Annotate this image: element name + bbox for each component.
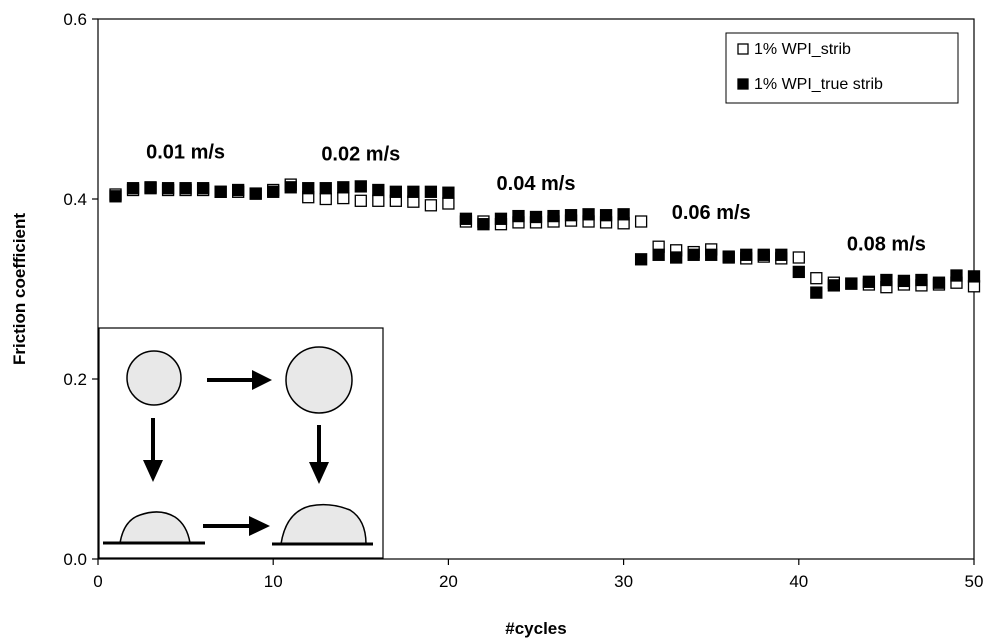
strib-point <box>634 215 648 228</box>
true-strib-point <box>862 275 876 288</box>
true-strib-point <box>424 185 438 198</box>
small-sphere-icon <box>126 350 182 406</box>
small-droplet-icon <box>103 511 205 545</box>
speed-label: 0.01 m/s <box>146 142 225 164</box>
arrow-right-icon-top <box>207 370 272 390</box>
strib-point <box>337 191 350 205</box>
y-tick-label: 0.2 <box>63 370 87 389</box>
strib-point <box>442 197 455 210</box>
true-strib-point <box>249 187 262 200</box>
true-strib-point <box>670 251 683 264</box>
true-strib-point <box>810 286 823 299</box>
x-axis: 0 10 20 30 40 50 <box>93 559 983 591</box>
x-tick-label: 0 <box>93 572 102 591</box>
true-strib-point <box>477 218 490 231</box>
arrow-right-icon-bottom <box>203 516 270 536</box>
true-strib-point <box>267 185 280 198</box>
strib-point <box>372 194 385 207</box>
true-strib-point <box>932 276 946 289</box>
true-strib-point <box>214 185 227 198</box>
inset-schematic <box>98 327 384 559</box>
large-sphere-icon <box>285 346 353 414</box>
true-strib-point <box>302 182 315 195</box>
true-strib-point <box>547 209 560 223</box>
y-tick-label: 0.4 <box>63 190 87 209</box>
true-strib-point <box>705 248 718 261</box>
true-strib-point <box>880 273 893 287</box>
legend-label-strib: 1% WPI_strib <box>754 41 851 58</box>
arrow-down-icon-right <box>309 425 329 484</box>
y-tick-label: 0.6 <box>63 10 87 29</box>
legend-open-square-icon <box>737 43 749 55</box>
y-tick-label: 0.0 <box>63 550 87 569</box>
true-strib-point <box>161 182 175 195</box>
speed-label: 0.06 m/s <box>672 202 751 224</box>
true-strib-point <box>775 248 788 261</box>
true-strib-point <box>792 265 805 279</box>
speed-label: 0.02 m/s <box>321 143 400 165</box>
true-strib-point <box>319 182 332 195</box>
speed-annotations: 0.01 m/s 0.02 m/s 0.04 m/s 0.06 m/s 0.08 m/s <box>146 142 926 256</box>
true-strib-point <box>494 212 508 225</box>
x-tick-label: 10 <box>264 572 283 591</box>
true-strib-point <box>196 182 210 195</box>
true-strib-point <box>232 183 245 197</box>
true-strib-point <box>512 209 525 223</box>
true-strib-point <box>950 269 963 282</box>
true-strib-point <box>722 251 735 264</box>
strib-point <box>319 192 332 206</box>
true-strib-point <box>564 209 578 222</box>
true-strib-point <box>599 209 613 222</box>
speed-label: 0.04 m/s <box>497 173 576 195</box>
true-strib-point <box>897 274 911 288</box>
true-strib-point <box>372 183 385 197</box>
legend-label-true-strib: 1% WPI_true strib <box>754 76 883 93</box>
strib-point <box>792 251 805 264</box>
legend: 1% WPI_strib 1% WPI_true strib <box>725 32 959 104</box>
true-strib-point <box>582 208 595 221</box>
true-strib-point <box>459 212 473 225</box>
data-markers <box>109 178 981 299</box>
y-axis-title: Friction coefficient <box>10 213 29 365</box>
strib-point <box>424 199 438 212</box>
true-strib-point <box>529 210 543 224</box>
legend-frame <box>725 32 959 104</box>
x-tick-label: 30 <box>614 572 633 591</box>
true-strib-point <box>179 182 192 195</box>
true-strib-point <box>652 248 665 261</box>
true-strib-point <box>144 181 157 194</box>
arrow-down-icon-left <box>143 418 163 482</box>
true-strib-point <box>967 270 981 283</box>
true-strib-point <box>845 277 858 290</box>
true-strib-point <box>126 182 140 195</box>
true-strib-point <box>109 190 122 203</box>
legend-filled-square-icon <box>737 78 749 90</box>
true-strib-point <box>915 273 928 287</box>
x-axis-title: #cycles <box>505 619 566 638</box>
x-tick-label: 20 <box>439 572 458 591</box>
strib-point <box>810 272 823 285</box>
x-tick-label: 50 <box>965 572 983 591</box>
true-strib-point <box>757 248 770 261</box>
speed-label: 0.08 m/s <box>847 233 926 255</box>
true-strib-point <box>740 248 753 261</box>
x-tick-label: 40 <box>789 572 808 591</box>
true-strib-point <box>827 279 840 292</box>
true-strib-point <box>442 186 455 199</box>
large-droplet-icon <box>272 503 373 546</box>
true-strib-point <box>389 185 402 198</box>
strib-point <box>354 194 367 207</box>
y-axis: 0.0 0.2 0.4 0.6 <box>63 10 98 569</box>
true-strib-point <box>284 181 297 194</box>
true-strib-point <box>407 185 420 198</box>
true-strib-point <box>687 248 700 261</box>
true-strib-point <box>634 253 648 266</box>
true-strib-point <box>617 208 630 221</box>
true-strib-point <box>354 180 367 193</box>
true-strib-point <box>337 181 350 194</box>
